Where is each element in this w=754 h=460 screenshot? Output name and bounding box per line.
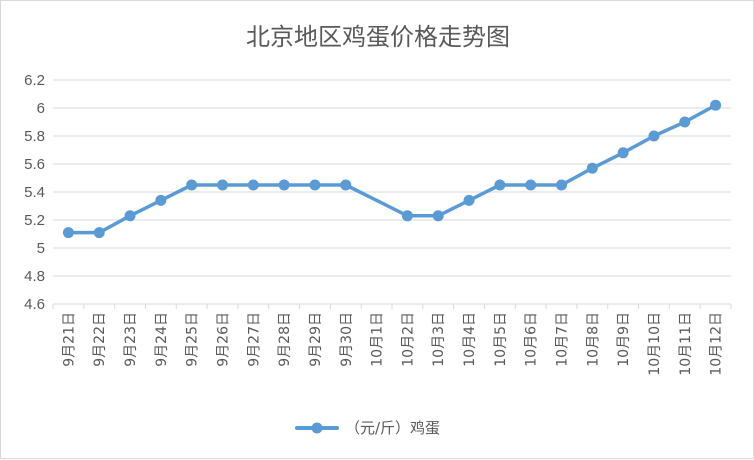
data-point <box>155 194 167 206</box>
y-tick-label: 6.2 <box>24 72 45 89</box>
data-point <box>247 179 259 191</box>
x-tick-label: 10月6日 <box>524 312 540 367</box>
x-tick-label: 9月30日 <box>339 312 355 367</box>
x-tick-label: 9月28日 <box>277 312 293 367</box>
x-tick-label: 10月10日 <box>647 312 663 376</box>
x-axis-ticks: 9月21日 9月22日 9月23日 9月24日 9月25日 9月26日 9月27日 9月28日… <box>61 312 724 376</box>
data-point <box>648 130 660 142</box>
y-tick-label: 5 <box>37 240 45 257</box>
series-line <box>66 103 718 235</box>
data-point <box>124 210 136 222</box>
x-tick-label: 10月8日 <box>585 312 601 367</box>
x-tick-label: 10月3日 <box>431 312 447 367</box>
y-tick-label: 5.8 <box>24 128 45 145</box>
x-tick-label: 10月4日 <box>462 312 478 367</box>
data-point <box>556 179 567 191</box>
y-axis-ticks: 4.6 4.8 5 5.2 5.4 5.6 5.8 6 6.2 <box>24 72 45 313</box>
x-tick-label: 10月11日 <box>678 312 694 376</box>
y-tick-label: 5.2 <box>24 212 45 229</box>
x-tick-label: 9月29日 <box>308 312 324 367</box>
x-tick-label: 9月23日 <box>123 312 139 367</box>
y-tick-label: 6 <box>37 100 45 117</box>
legend-marker-dot <box>311 422 323 434</box>
data-point <box>401 210 413 222</box>
data-point <box>463 194 475 206</box>
y-tick-label: 4.8 <box>24 268 45 285</box>
data-point <box>62 227 74 239</box>
x-tick-label: 10月7日 <box>555 312 571 367</box>
legend: （元/斤）鸡蛋 <box>295 419 440 437</box>
legend-label: （元/斤）鸡蛋 <box>345 419 440 437</box>
x-tick-label: 9月26日 <box>216 312 232 367</box>
data-point <box>710 99 722 111</box>
x-tick-label: 10月9日 <box>616 312 632 367</box>
gridlines <box>52 79 732 309</box>
x-tick-label: 10月1日 <box>370 312 386 367</box>
data-point <box>525 179 537 191</box>
data-point <box>679 116 691 128</box>
y-tick-label: 5.4 <box>24 184 45 201</box>
y-tick-label: 5.6 <box>24 156 45 173</box>
x-tick-label: 9月25日 <box>185 312 201 367</box>
data-point <box>494 179 506 191</box>
x-tick-label: 10月2日 <box>400 312 416 367</box>
data-point <box>340 179 352 191</box>
data-point <box>217 179 228 191</box>
x-tick-label: 10月5日 <box>493 312 509 367</box>
x-tick-label: 9月21日 <box>61 312 77 367</box>
series-layer <box>62 99 722 239</box>
data-point <box>309 179 321 191</box>
data-point <box>586 162 598 174</box>
data-point <box>278 179 290 191</box>
x-tick-label: 9月22日 <box>92 312 108 367</box>
x-tick-label: 10月12日 <box>709 312 725 376</box>
x-tick-label: 9月24日 <box>154 312 170 367</box>
y-tick-label: 4.6 <box>24 296 45 313</box>
chart-title: 北京地区鸡蛋价格走势图 <box>246 23 510 51</box>
x-tick-label: 9月27日 <box>246 312 262 367</box>
data-point <box>93 227 105 239</box>
data-point <box>186 179 198 191</box>
data-point <box>432 210 444 222</box>
data-point <box>617 147 629 159</box>
